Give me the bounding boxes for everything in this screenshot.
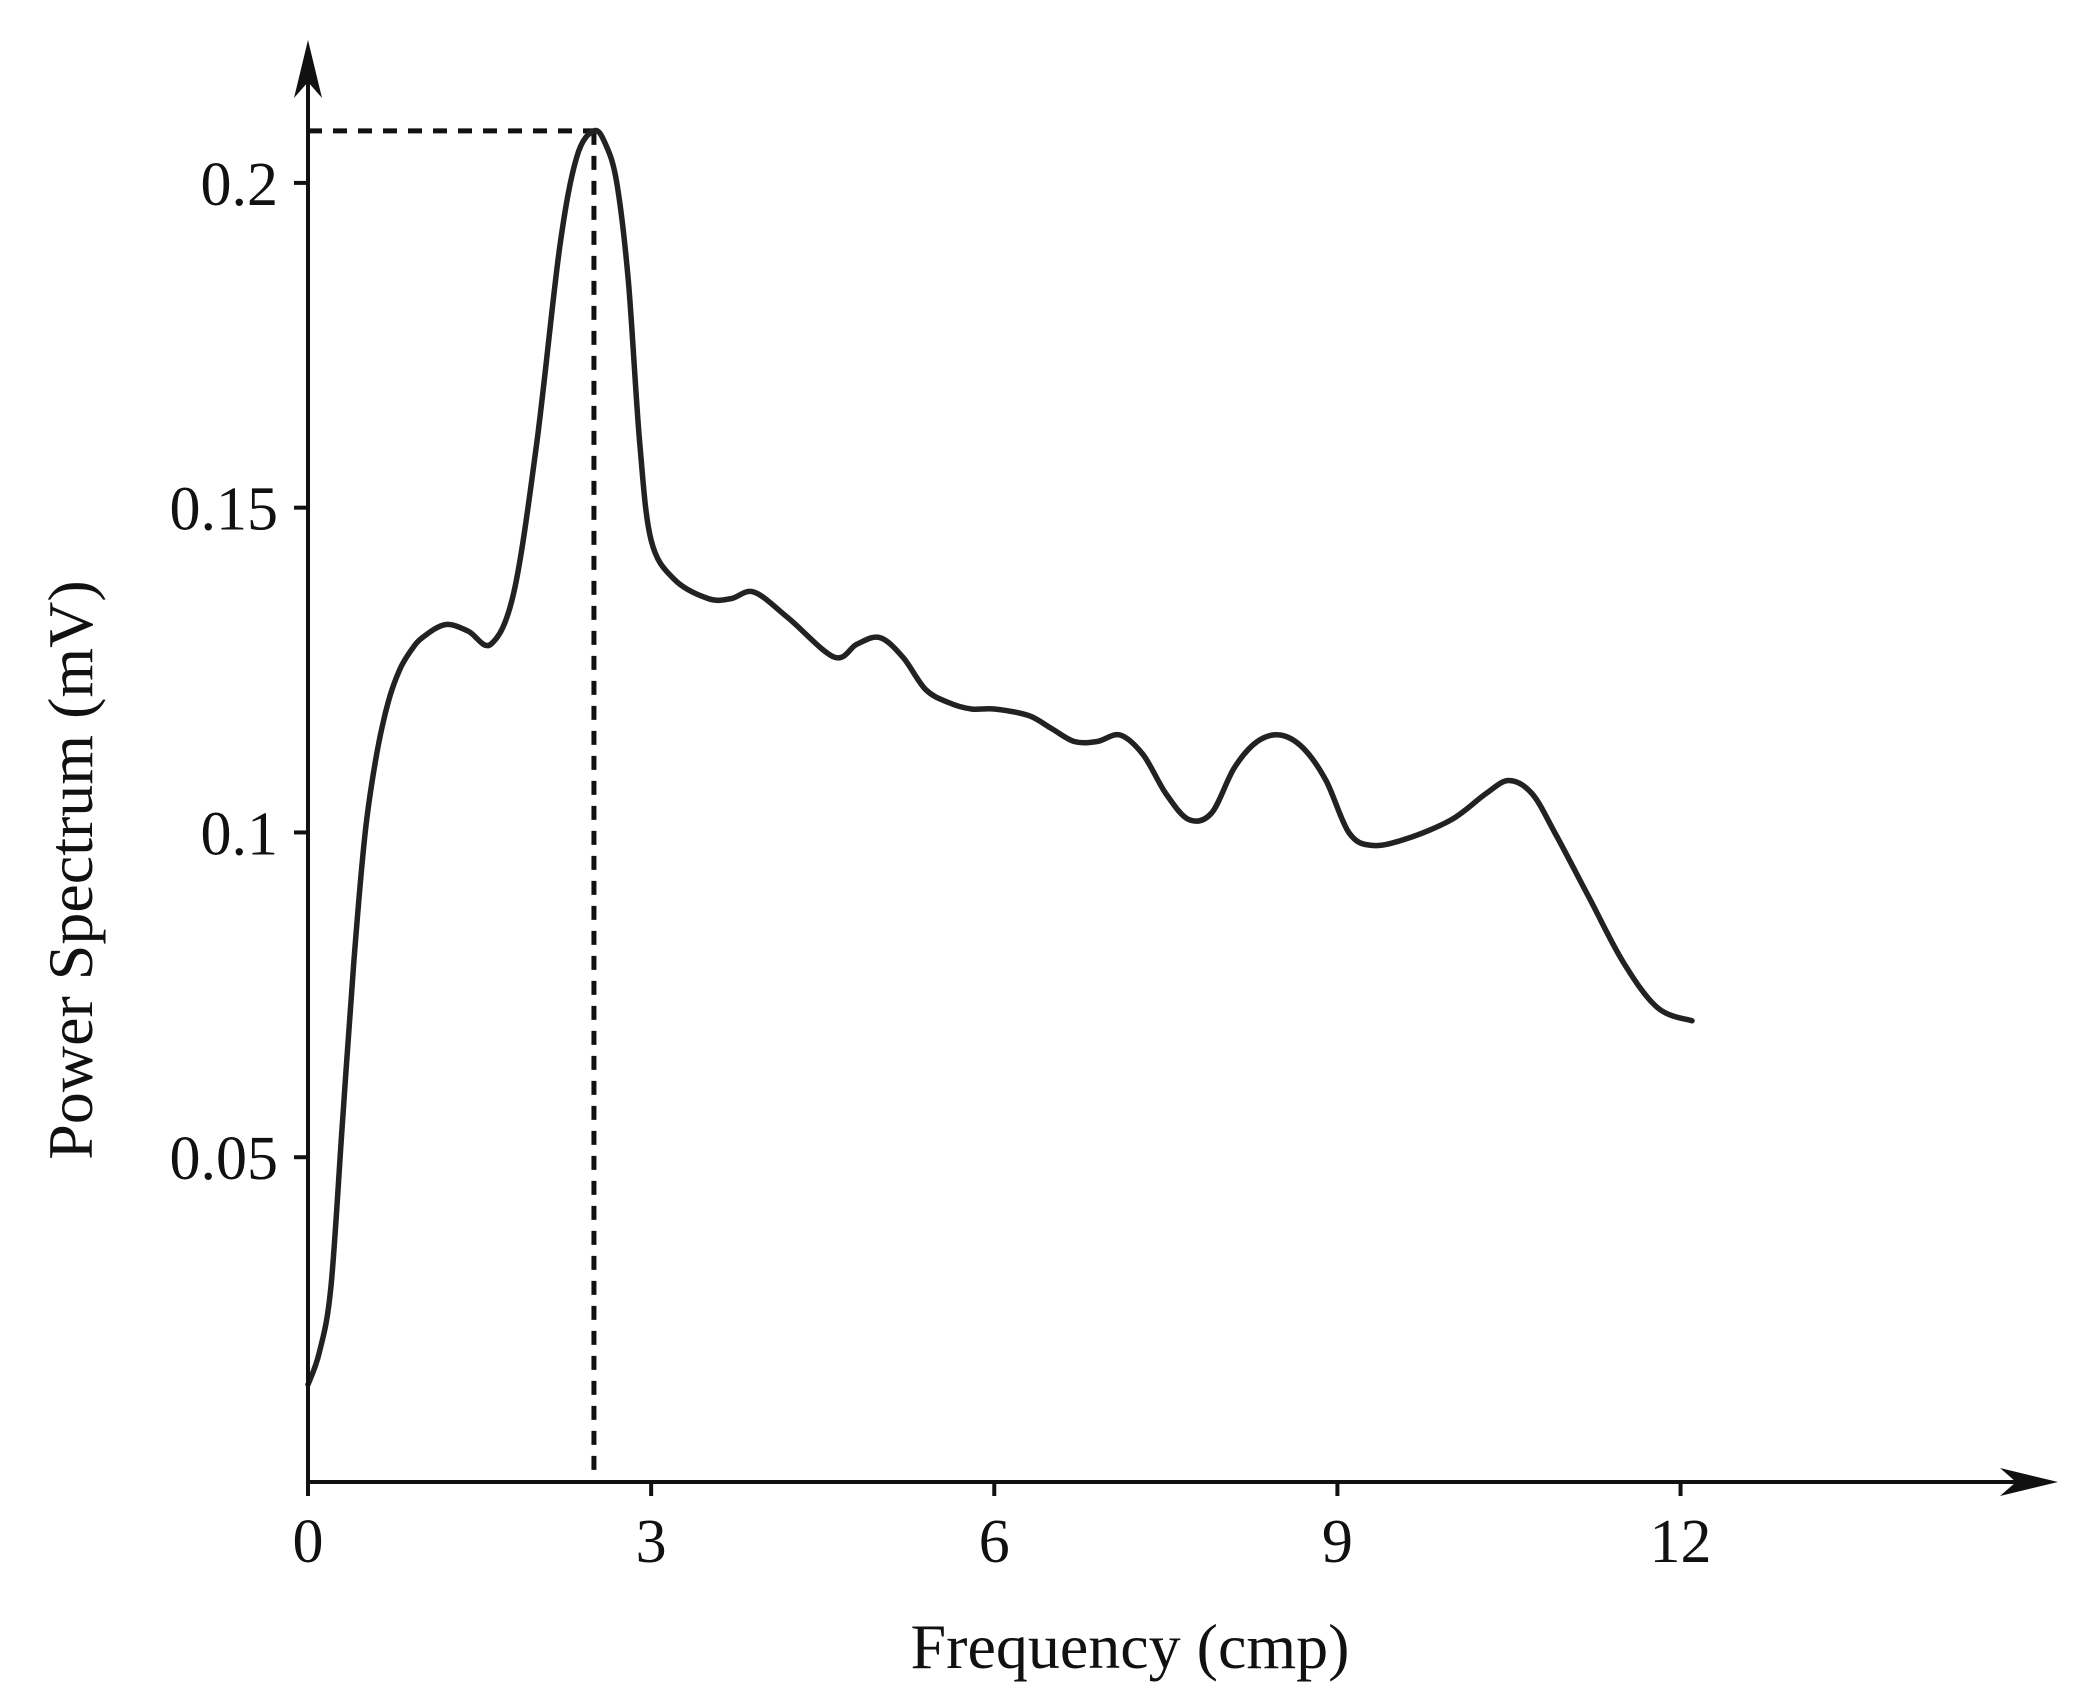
x-tick-label: 0 xyxy=(293,1508,324,1576)
axes-layer xyxy=(294,40,2058,1496)
x-tick-layer: 0 3 6 9 12 xyxy=(293,1482,1712,1576)
y-axis-title: Power Spectrum (mV) xyxy=(35,580,106,1159)
y-axis-arrowhead xyxy=(294,40,322,98)
x-axis-arrowhead xyxy=(2000,1468,2058,1496)
x-tick-label: 9 xyxy=(1322,1508,1353,1576)
y-tick-label: 0.1 xyxy=(201,800,279,868)
x-tick-label: 12 xyxy=(1650,1508,1712,1576)
y-tick-label: 0.05 xyxy=(170,1125,279,1193)
y-tick-label: 0.15 xyxy=(170,476,279,544)
annotation-layer xyxy=(308,128,597,1482)
x-axis-title: Frequency (cmp) xyxy=(911,1611,1350,1682)
power-spectrum-line xyxy=(305,127,1695,1388)
y-tick-layer: 0.05 0.1 0.15 0.2 xyxy=(170,151,308,1193)
y-tick-label: 0.2 xyxy=(201,151,279,219)
x-tick-label: 3 xyxy=(636,1508,667,1576)
series-layer xyxy=(305,127,1695,1388)
x-tick-label: 6 xyxy=(979,1508,1010,1576)
